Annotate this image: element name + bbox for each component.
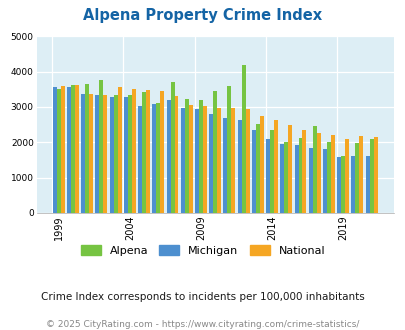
Bar — [174, 96, 178, 213]
Bar — [57, 89, 61, 213]
Bar — [209, 114, 213, 213]
Bar — [99, 80, 103, 213]
Bar — [302, 129, 306, 213]
Bar — [170, 82, 174, 213]
Bar — [227, 86, 231, 213]
Bar — [316, 133, 320, 213]
Text: Crime Index corresponds to incidents per 100,000 inhabitants: Crime Index corresponds to incidents per… — [41, 292, 364, 302]
Bar — [269, 130, 273, 213]
Bar — [241, 65, 245, 213]
Bar — [138, 106, 142, 213]
Bar — [251, 130, 255, 213]
Bar — [85, 84, 89, 213]
Bar — [284, 142, 288, 213]
Bar — [109, 97, 113, 213]
Bar — [365, 156, 369, 213]
Bar — [146, 90, 150, 213]
Bar — [160, 91, 164, 213]
Bar — [223, 117, 227, 213]
Bar — [142, 92, 146, 213]
Bar — [259, 116, 263, 213]
Bar — [237, 120, 241, 213]
Bar — [202, 106, 207, 213]
Bar — [298, 138, 302, 213]
Text: © 2025 CityRating.com - https://www.cityrating.com/crime-statistics/: © 2025 CityRating.com - https://www.city… — [46, 320, 359, 329]
Bar — [194, 109, 198, 213]
Bar — [358, 136, 362, 213]
Bar — [288, 125, 292, 213]
Bar — [89, 93, 93, 213]
Bar — [265, 139, 269, 213]
Bar — [180, 108, 184, 213]
Bar — [255, 123, 259, 213]
Bar — [322, 148, 326, 213]
Bar — [337, 157, 340, 213]
Bar — [231, 108, 235, 213]
Bar — [279, 144, 284, 213]
Bar — [128, 95, 132, 213]
Bar — [273, 120, 277, 213]
Bar — [188, 105, 192, 213]
Bar — [198, 100, 202, 213]
Bar — [344, 139, 348, 213]
Bar — [373, 137, 377, 213]
Bar — [132, 88, 136, 213]
Bar — [369, 139, 373, 213]
Bar — [103, 95, 107, 213]
Bar — [354, 143, 358, 213]
Bar — [294, 145, 298, 213]
Bar — [71, 85, 75, 213]
Bar — [75, 85, 79, 213]
Bar — [81, 93, 85, 213]
Bar — [117, 87, 121, 213]
Bar — [326, 142, 330, 213]
Bar — [95, 95, 99, 213]
Text: Alpena Property Crime Index: Alpena Property Crime Index — [83, 8, 322, 23]
Bar — [351, 156, 354, 213]
Bar — [308, 148, 312, 213]
Bar — [312, 126, 316, 213]
Legend: Alpena, Michigan, National: Alpena, Michigan, National — [76, 241, 329, 260]
Bar — [330, 135, 334, 213]
Bar — [61, 86, 64, 213]
Bar — [67, 87, 71, 213]
Bar — [124, 97, 128, 213]
Bar — [152, 104, 156, 213]
Bar — [213, 91, 217, 213]
Bar — [245, 109, 249, 213]
Bar — [166, 100, 170, 213]
Bar — [340, 156, 344, 213]
Bar — [113, 95, 117, 213]
Bar — [184, 99, 188, 213]
Bar — [156, 103, 160, 213]
Bar — [53, 87, 57, 213]
Bar — [217, 108, 221, 213]
